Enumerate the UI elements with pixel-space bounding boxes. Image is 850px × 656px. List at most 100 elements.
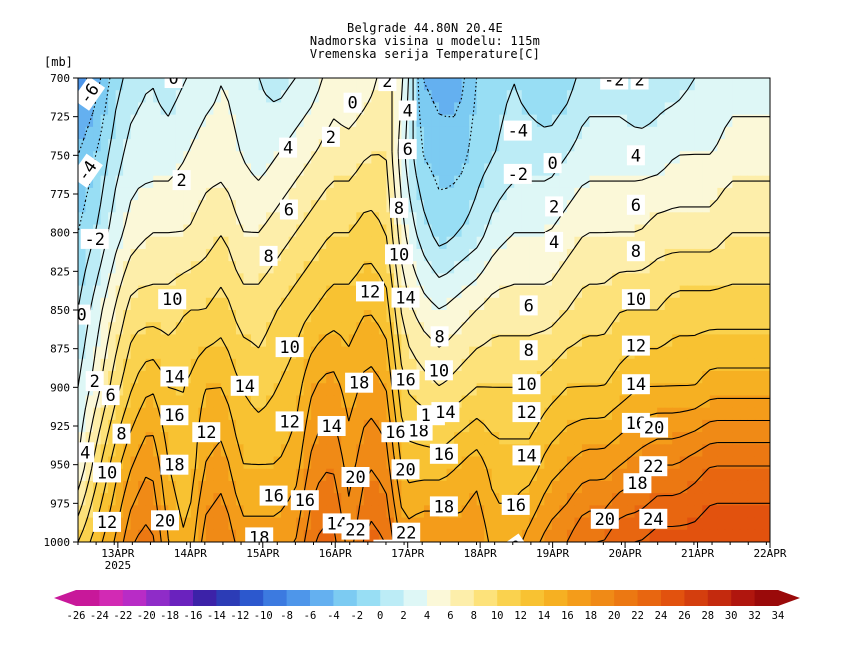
field-cell bbox=[78, 126, 87, 140]
field-cell bbox=[649, 395, 658, 409]
field-cell bbox=[702, 212, 711, 226]
field-cell bbox=[78, 273, 87, 287]
contour-label-text: 8 bbox=[434, 327, 444, 347]
field-cell bbox=[123, 175, 132, 189]
field-cell bbox=[108, 90, 117, 104]
field-cell bbox=[461, 395, 470, 409]
field-cell bbox=[130, 419, 139, 433]
field-cell bbox=[386, 334, 395, 348]
field-cell bbox=[348, 444, 357, 458]
field-cell bbox=[717, 517, 726, 531]
field-cell bbox=[296, 322, 305, 336]
colorbar-swatch bbox=[76, 590, 100, 606]
field-cell bbox=[739, 78, 749, 91]
field-cell bbox=[243, 102, 252, 116]
field-cell bbox=[491, 505, 500, 519]
field-cell bbox=[717, 444, 726, 458]
field-cell bbox=[235, 248, 245, 262]
field-cell bbox=[747, 248, 756, 262]
field-cell bbox=[378, 383, 387, 397]
field-cell bbox=[612, 187, 621, 201]
contour-label-text: 12 bbox=[626, 337, 646, 357]
contour-label-box bbox=[164, 78, 183, 88]
field-cell bbox=[175, 151, 184, 165]
field-cell bbox=[416, 175, 425, 189]
field-cell bbox=[393, 358, 403, 372]
chart-title-variable: Vremenska serija Temperature[C] bbox=[309, 47, 541, 61]
field-cell bbox=[183, 187, 192, 201]
field-cell bbox=[536, 175, 545, 189]
field-cell bbox=[281, 395, 290, 409]
field-cell bbox=[288, 444, 297, 458]
field-cell bbox=[566, 444, 576, 458]
field-cell bbox=[138, 297, 147, 311]
field-cell bbox=[431, 285, 440, 299]
field-cell bbox=[687, 175, 696, 189]
field-cell bbox=[484, 383, 493, 397]
field-cell bbox=[679, 334, 688, 348]
field-cell bbox=[657, 224, 666, 238]
field-cell bbox=[747, 78, 756, 91]
field-cell bbox=[243, 456, 252, 470]
field-cell bbox=[183, 468, 192, 482]
field-cell bbox=[190, 200, 199, 213]
field-cell bbox=[386, 175, 395, 189]
field-cell bbox=[205, 505, 214, 519]
field-cell bbox=[115, 200, 124, 213]
contour-label-text: 16 bbox=[385, 423, 405, 443]
field-cell bbox=[153, 493, 162, 506]
contour-label-box bbox=[391, 287, 420, 308]
field-cell bbox=[642, 200, 651, 213]
field-cell bbox=[130, 358, 139, 372]
field-cell bbox=[348, 224, 357, 238]
contour-label-text: 6 bbox=[524, 296, 534, 316]
field-cell bbox=[649, 297, 658, 311]
field-cell bbox=[506, 346, 515, 360]
field-cell bbox=[408, 163, 418, 177]
field-cell bbox=[461, 187, 470, 201]
field-cell bbox=[709, 419, 718, 433]
field-cell bbox=[393, 175, 403, 189]
field-cell bbox=[574, 224, 583, 238]
field-cell bbox=[461, 444, 470, 458]
field-cell bbox=[544, 248, 553, 262]
field-cell bbox=[536, 517, 545, 531]
field-cell bbox=[484, 480, 493, 494]
field-cell bbox=[198, 90, 207, 104]
field-cell bbox=[416, 102, 425, 116]
field-cell bbox=[326, 468, 335, 482]
field-cell bbox=[115, 346, 124, 360]
field-cell bbox=[108, 407, 117, 421]
field-cell bbox=[273, 151, 282, 165]
field-cell bbox=[168, 187, 177, 201]
field-cell bbox=[754, 493, 764, 506]
field-cell bbox=[401, 310, 410, 323]
field-cell bbox=[649, 310, 658, 323]
field-cell bbox=[484, 456, 493, 470]
field-cell bbox=[664, 310, 673, 323]
field-cell bbox=[386, 90, 395, 104]
field-cell bbox=[739, 114, 749, 128]
field-cell bbox=[702, 139, 711, 152]
field-cell bbox=[694, 151, 703, 165]
field-cell bbox=[589, 432, 598, 445]
field-cell bbox=[326, 407, 335, 421]
field-cell bbox=[78, 395, 87, 409]
field-cell bbox=[454, 78, 463, 91]
field-cell bbox=[378, 248, 387, 262]
field-cell bbox=[266, 334, 275, 348]
field-cell bbox=[205, 126, 214, 140]
field-cell bbox=[198, 456, 207, 470]
contour-label-text: 10 bbox=[97, 463, 117, 483]
field-cell bbox=[627, 114, 636, 128]
field-cell bbox=[604, 310, 613, 323]
field-cell bbox=[243, 114, 252, 128]
field-cell bbox=[333, 358, 342, 372]
field-cell bbox=[363, 358, 372, 372]
field-cell bbox=[581, 212, 591, 226]
field-cell bbox=[145, 407, 154, 421]
field-cell bbox=[732, 187, 741, 201]
field-cell bbox=[190, 236, 199, 250]
field-cell bbox=[491, 175, 500, 189]
field-cell bbox=[754, 139, 764, 152]
